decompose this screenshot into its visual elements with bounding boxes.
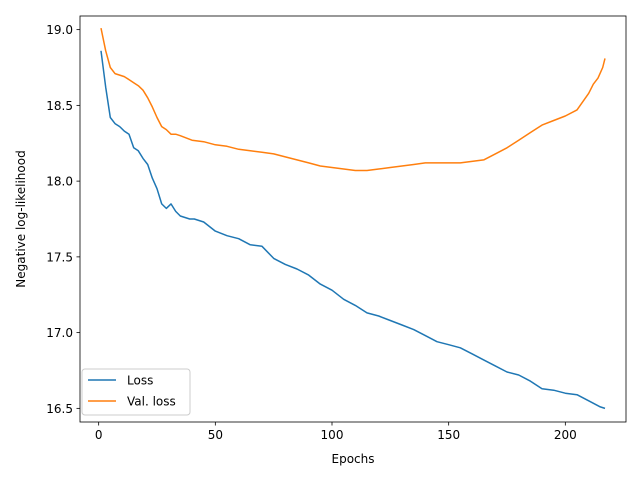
- y-tick-label: 17.0: [46, 326, 73, 340]
- legend-label: Loss: [127, 374, 153, 388]
- plot-area: [100, 27, 606, 410]
- y-tick-label: 19.0: [46, 23, 73, 37]
- x-tick-label: 0: [95, 428, 103, 442]
- y-tick-label: 18.5: [46, 99, 73, 113]
- x-tick-label: 100: [321, 428, 344, 442]
- y-tick-label: 17.5: [46, 250, 73, 264]
- series-line-loss: [100, 50, 606, 410]
- legend-label: Val. loss: [127, 395, 176, 409]
- y-axis-label: Negative log-likelihood: [14, 150, 28, 287]
- x-tick-label: 200: [554, 428, 577, 442]
- axes-frame: [79, 15, 627, 423]
- legend: Loss Val. loss: [81, 368, 191, 416]
- x-axis-label: Epochs: [332, 452, 375, 466]
- axes: 0 50 100 150 200 16.5 17.0 17.5 18.0 18.5 19.0 Epoc…: [14, 15, 627, 466]
- series-line-val-loss: [100, 27, 606, 172]
- x-tick-label: 50: [208, 428, 223, 442]
- y-tick-label: 16.5: [46, 402, 73, 416]
- x-tick-label: 150: [437, 428, 460, 442]
- y-tick-label: 18.0: [46, 175, 73, 189]
